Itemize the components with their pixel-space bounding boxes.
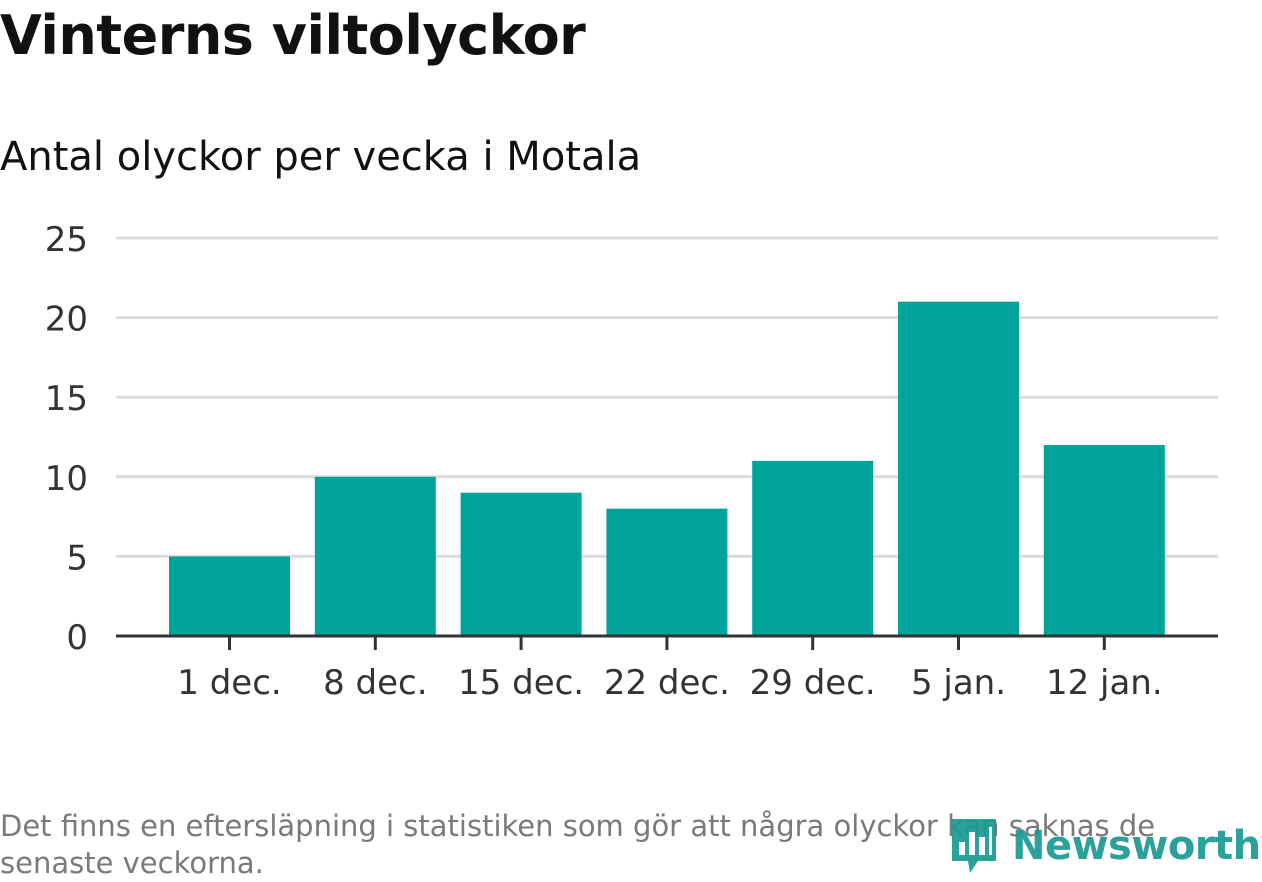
bar-7 — [1043, 444, 1165, 636]
axes — [116, 634, 1218, 650]
y-tick-labels: 0 5 10 15 20 25 — [45, 220, 88, 658]
y-tick-label: 5 — [66, 538, 88, 578]
y-tick-label: 10 — [45, 459, 88, 499]
bar-5 — [752, 460, 874, 636]
chart-subtitle: Antal olyckor per vecka i Motala — [0, 134, 642, 180]
chart-title: Vinterns viltolyckor — [0, 4, 586, 67]
gridlines — [116, 236, 1218, 558]
x-tick-label: 1 dec. — [177, 663, 281, 703]
bar-2 — [314, 476, 436, 636]
bar-6 — [898, 301, 1019, 636]
x-tick-label: 5 jan. — [911, 663, 1006, 703]
x-tick-label: 8 dec. — [323, 663, 427, 703]
x-tick-label: 12 jan. — [1046, 663, 1163, 703]
x-tick-label: 15 dec. — [458, 663, 584, 703]
bar-chart: 0 5 10 15 20 25 1 dec. 8 dec. 15 dec. 22 dec. 29 … — [45, 220, 1218, 703]
bar-4 — [606, 508, 728, 636]
x-tick-label: 22 dec. — [604, 663, 730, 703]
x-tick-labels: 1 dec. 8 dec. 15 dec. 22 dec. 29 dec. 5 jan. 1… — [177, 663, 1162, 703]
bars — [169, 301, 1165, 636]
newsworthy-logo: Newsworthy — [948, 814, 1262, 878]
y-tick-label: 0 — [66, 618, 88, 658]
y-tick-label: 15 — [45, 379, 88, 419]
logo-text: Newsworthy — [1012, 823, 1262, 869]
y-tick-label: 20 — [45, 300, 88, 340]
x-tick-label: 29 dec. — [750, 663, 876, 703]
y-tick-label: 25 — [45, 220, 88, 260]
bar-3 — [460, 492, 582, 636]
newsworthy-logo-icon — [952, 819, 996, 873]
bar-1 — [169, 556, 290, 636]
